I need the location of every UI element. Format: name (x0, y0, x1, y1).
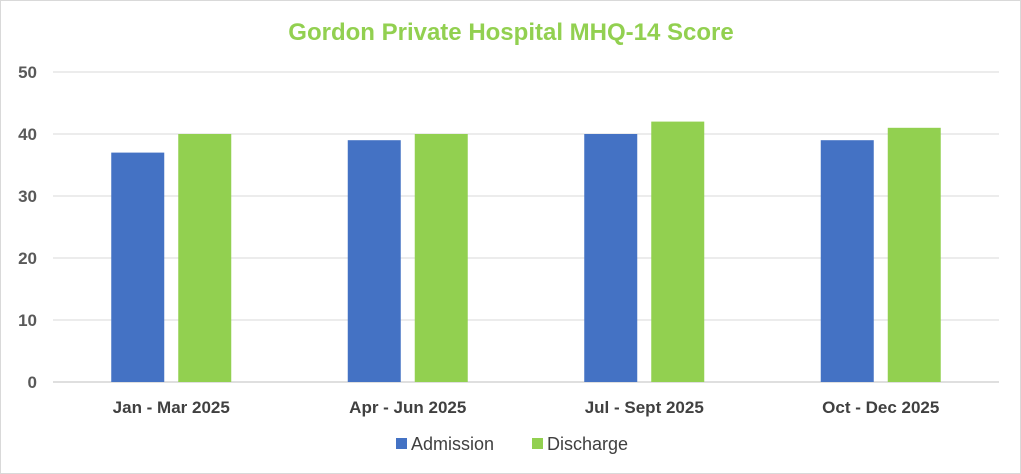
chart-title: Gordon Private Hospital MHQ-14 Score (288, 19, 733, 46)
y-tick-label: 40 (18, 125, 37, 144)
bar-admission-4 (820, 140, 874, 382)
legend-swatch-admission (396, 438, 407, 449)
bar-admission-1 (111, 152, 165, 382)
axis-labels: 0 10 20 30 40 50 Jan - Mar 2025 Apr - Jun 2025 J… (18, 63, 939, 417)
legend-swatch-discharge (532, 438, 543, 449)
bars (111, 121, 941, 382)
x-category-label: Jul - Sept 2025 (585, 398, 704, 417)
y-tick-label: 20 (18, 249, 37, 268)
bar-discharge-1 (178, 134, 232, 382)
x-category-label: Jan - Mar 2025 (113, 398, 230, 417)
bar-discharge-2 (414, 134, 468, 382)
bar-admission-3 (584, 134, 638, 382)
legend: Admission Discharge (396, 434, 628, 454)
x-category-label: Apr - Jun 2025 (349, 398, 466, 417)
bar-discharge-4 (887, 127, 941, 382)
legend-label-discharge: Discharge (547, 434, 628, 454)
y-tick-label: 0 (28, 373, 37, 392)
y-tick-label: 50 (18, 63, 37, 82)
y-tick-label: 10 (18, 311, 37, 330)
x-category-label: Oct - Dec 2025 (822, 398, 939, 417)
bar-admission-2 (347, 140, 401, 382)
legend-label-admission: Admission (411, 434, 494, 454)
y-tick-label: 30 (18, 187, 37, 206)
bar-discharge-3 (651, 121, 705, 382)
